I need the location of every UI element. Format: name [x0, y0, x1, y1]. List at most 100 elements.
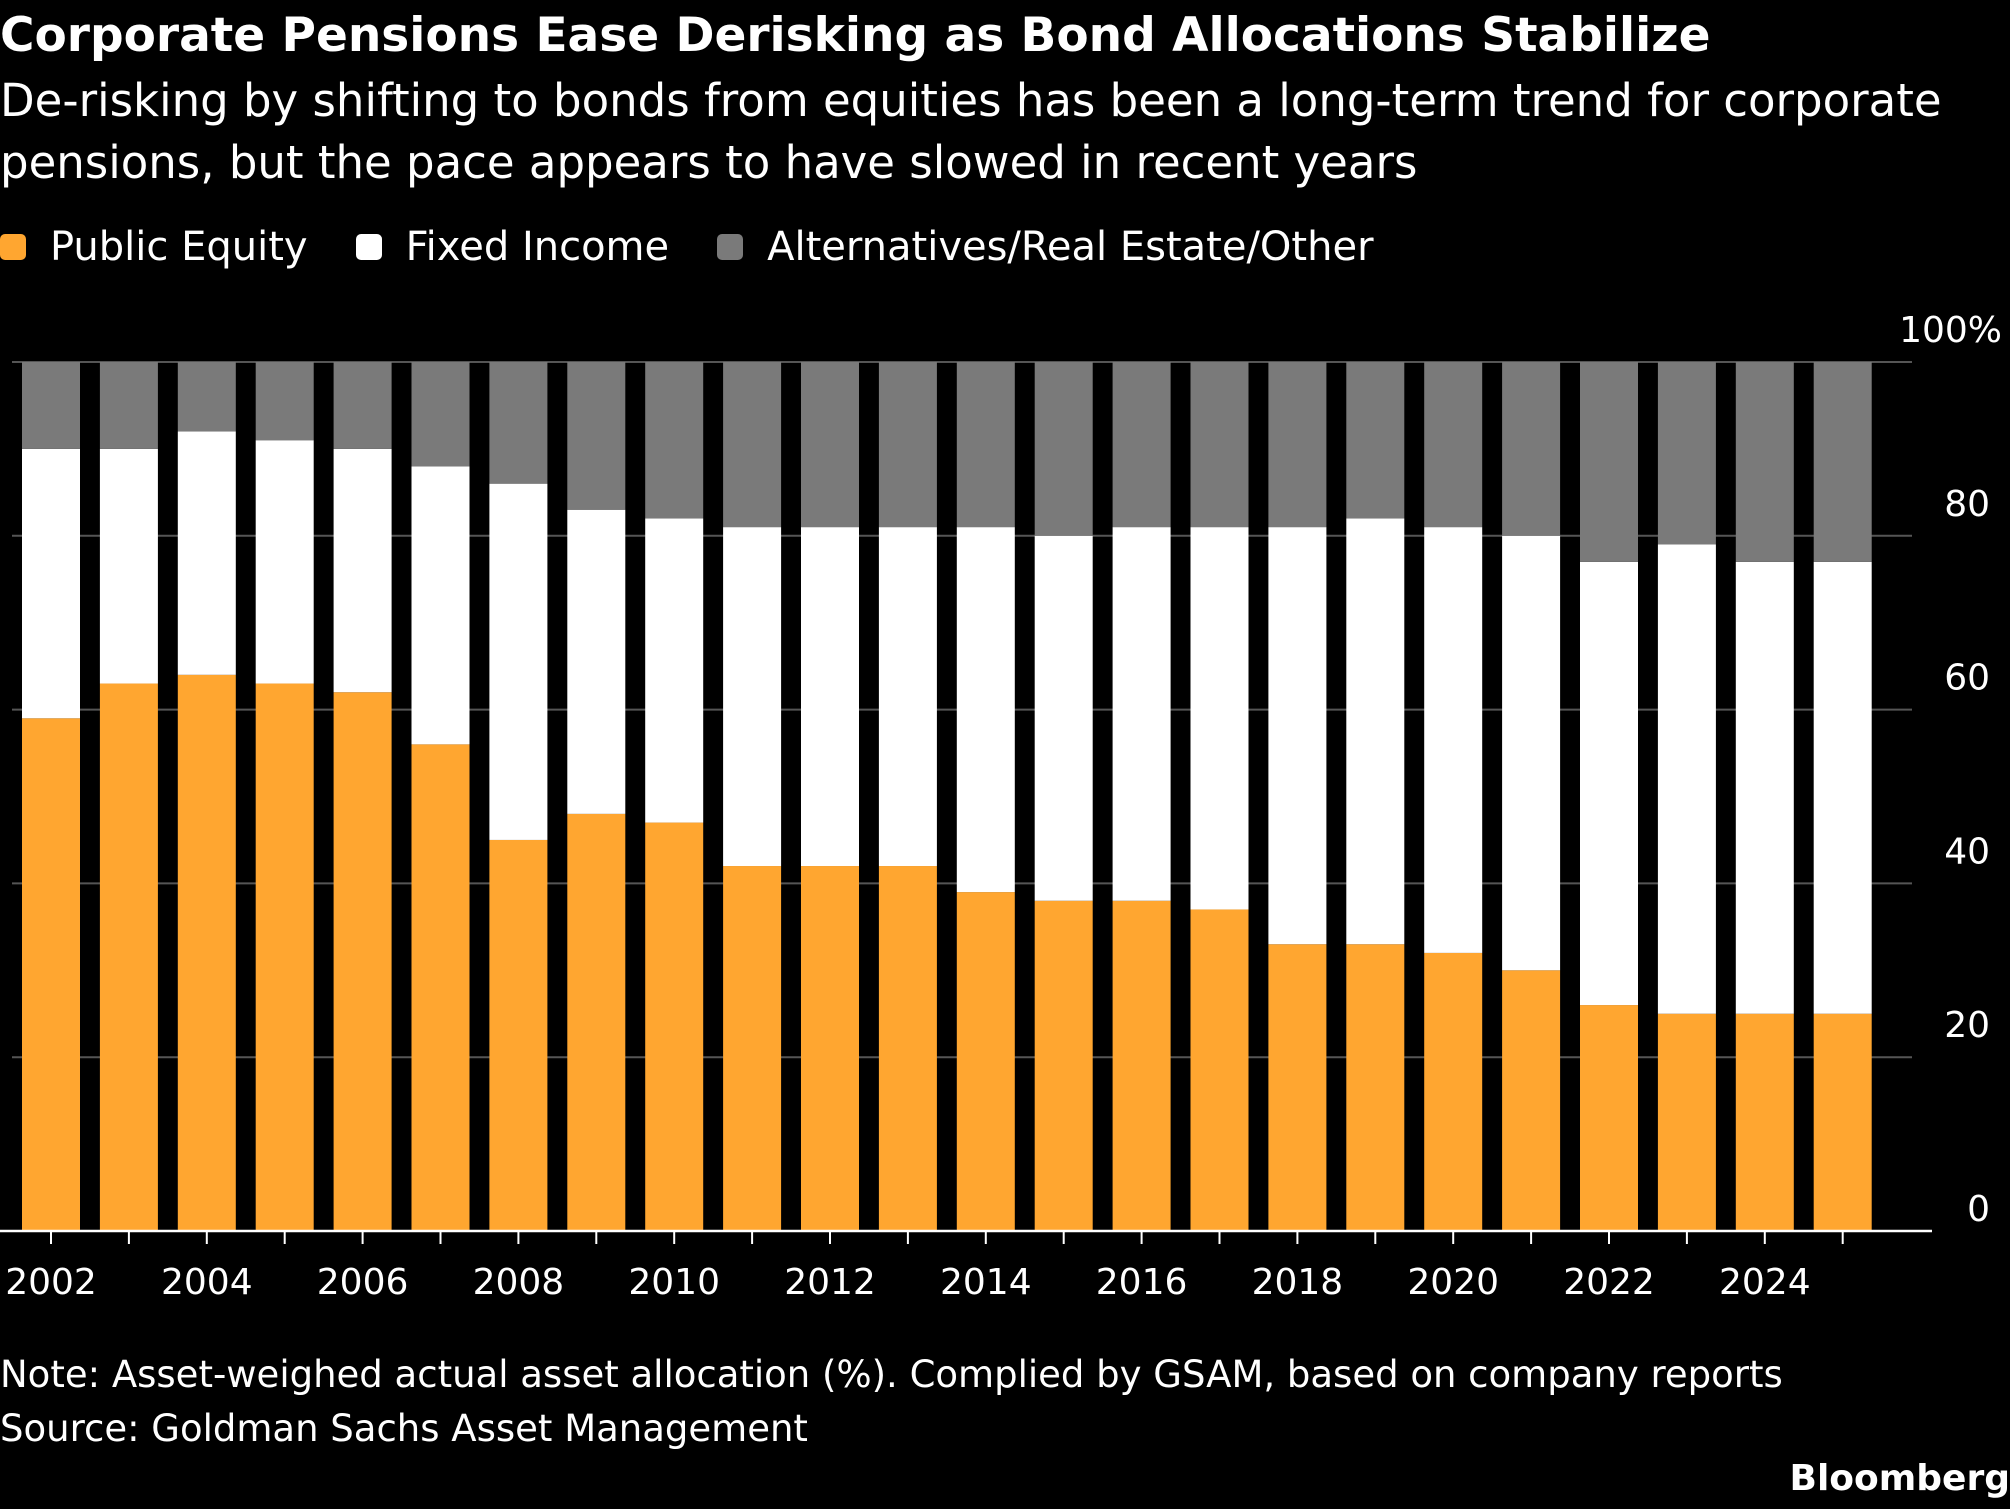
bar-segment-fixed-income: [723, 527, 782, 867]
bar-segment-public-equity: [333, 692, 392, 1231]
y-tick-label: 0: [1967, 1189, 1990, 1230]
bar-segment-public-equity: [645, 822, 704, 1231]
chart-source: Source: Goldman Sachs Asset Management: [0, 1407, 808, 1450]
bar-segment-public-equity: [801, 866, 859, 1231]
bar-segment-fixed-income: [645, 518, 704, 823]
bar-segment-fixed-income: [1268, 527, 1327, 945]
bar-segment-fixed-income: [878, 527, 937, 867]
bar-segment-alternatives-real-estate-other: [1268, 362, 1327, 528]
bar-segment-alternatives-real-estate-other: [1424, 362, 1483, 528]
legend-swatch-public-equity: [0, 234, 26, 260]
legend-item-public-equity: Public Equity: [0, 224, 308, 270]
bar-segment-public-equity: [1424, 952, 1483, 1231]
bar-segment-fixed-income: [1580, 561, 1638, 1006]
bar-segment-alternatives-real-estate-other: [723, 362, 782, 528]
bar-segment-public-equity: [956, 892, 1015, 1231]
bar-segment-public-equity: [1580, 1005, 1638, 1231]
y-tick-label: 40: [1944, 831, 1990, 872]
x-tick-label: 2016: [1096, 1262, 1188, 1303]
bar-segment-public-equity: [1813, 1013, 1872, 1231]
y-tick-label: 80: [1944, 484, 1990, 525]
y-tick-label: 100%: [1899, 310, 2002, 351]
bar-segment-fixed-income: [1657, 544, 1716, 1014]
bar-segment-public-equity: [878, 866, 937, 1231]
bar-segment-public-equity: [1268, 944, 1327, 1231]
bar-segment-fixed-income: [22, 448, 80, 719]
bar-segment-alternatives-real-estate-other: [956, 362, 1015, 528]
bar-segment-alternatives-real-estate-other: [1190, 362, 1249, 528]
bar-segment-fixed-income: [177, 431, 236, 675]
bar-segment-alternatives-real-estate-other: [255, 362, 314, 441]
bar-segment-fixed-income: [1502, 535, 1561, 971]
bar-segment-alternatives-real-estate-other: [1813, 362, 1872, 562]
bar-segment-alternatives-real-estate-other: [22, 362, 80, 449]
bar-segment-alternatives-real-estate-other: [411, 362, 470, 467]
bar-segment-alternatives-real-estate-other: [1735, 362, 1794, 562]
chart-title: Corporate Pensions Ease Derisking as Bon…: [0, 8, 1711, 63]
bar-segment-alternatives-real-estate-other: [1112, 362, 1171, 528]
bar-segment-public-equity: [1112, 900, 1171, 1231]
bar-segment-public-equity: [22, 718, 80, 1231]
bar-segment-public-equity: [1735, 1013, 1794, 1231]
bar-segment-fixed-income: [1346, 518, 1405, 945]
bar-segment-alternatives-real-estate-other: [1580, 362, 1638, 562]
bar-segment-public-equity: [1034, 900, 1093, 1231]
bar-segment-public-equity: [489, 839, 548, 1231]
bar-segment-fixed-income: [489, 483, 548, 840]
legend-swatch-fixed-income: [355, 234, 382, 260]
bar-segment-fixed-income: [1112, 527, 1171, 901]
bar-segment-fixed-income: [333, 448, 392, 693]
bar-segment-fixed-income: [956, 527, 1015, 893]
bar-segment-alternatives-real-estate-other: [1502, 362, 1561, 536]
x-tick-label: 2004: [161, 1262, 253, 1303]
bar-segment-alternatives-real-estate-other: [1034, 362, 1093, 536]
x-tick-label: 2020: [1407, 1262, 1499, 1303]
legend: Public Equity Fixed Income Alternatives/…: [0, 224, 1422, 270]
bar-segment-alternatives-real-estate-other: [1657, 362, 1716, 545]
y-tick-label: 60: [1944, 658, 1990, 699]
x-tick-label: 2006: [317, 1262, 409, 1303]
bar-segment-fixed-income: [99, 448, 158, 684]
bar-segment-public-equity: [99, 683, 158, 1231]
legend-swatch-alternatives: [717, 234, 744, 260]
bar-segment-public-equity: [1346, 944, 1405, 1231]
bar-segment-fixed-income: [567, 509, 626, 814]
legend-label-fixed-income: Fixed Income: [405, 224, 670, 270]
legend-item-alternatives: Alternatives/Real Estate/Other: [717, 224, 1374, 270]
chart-subtitle: De-risking by shifting to bonds from equ…: [0, 74, 1942, 189]
bar-segment-fixed-income: [1735, 561, 1794, 1014]
x-tick-label: 2014: [940, 1262, 1032, 1303]
bar-segment-public-equity: [723, 866, 782, 1231]
bar-segment-fixed-income: [1190, 527, 1249, 910]
bar-segment-alternatives-real-estate-other: [489, 362, 548, 484]
bar-segment-fixed-income: [255, 440, 314, 684]
bar-segment-alternatives-real-estate-other: [567, 362, 626, 510]
bar-segment-alternatives-real-estate-other: [333, 362, 392, 449]
x-tick-label: 2008: [473, 1262, 565, 1303]
bar-segment-alternatives-real-estate-other: [1346, 362, 1405, 519]
bar-segment-public-equity: [177, 674, 236, 1231]
bar-segment-fixed-income: [1813, 561, 1872, 1014]
bar-segment-fixed-income: [411, 466, 470, 745]
bar-segment-fixed-income: [801, 527, 859, 867]
bar-segment-fixed-income: [1034, 535, 1093, 901]
bar-segment-alternatives-real-estate-other: [801, 362, 859, 528]
stacked-bar-chart: 0 20 40 60 80 100% 2002 2004 2006 2008 2010 2012 201…: [0, 310, 2002, 1303]
bloomberg-logo: Bloomberg: [1789, 1458, 2010, 1499]
y-tick-label: 20: [1944, 1005, 1990, 1046]
x-tick-label: 2022: [1563, 1262, 1655, 1303]
bar-segment-public-equity: [1190, 909, 1249, 1231]
x-tick-label: 2024: [1719, 1262, 1811, 1303]
legend-item-fixed-income: Fixed Income: [355, 224, 670, 270]
bar-segment-alternatives-real-estate-other: [645, 362, 704, 519]
bar-segment-public-equity: [411, 744, 470, 1231]
bar-segment-public-equity: [1502, 970, 1561, 1231]
chart-note: Note: Asset-weighed actual asset allocat…: [0, 1353, 1783, 1396]
bar-segment-public-equity: [1657, 1013, 1716, 1231]
bar-segment-alternatives-real-estate-other: [177, 362, 236, 432]
bar-segment-alternatives-real-estate-other: [99, 362, 158, 449]
bar-segment-public-equity: [567, 813, 626, 1231]
bar-segment-public-equity: [255, 683, 314, 1231]
bar-segment-fixed-income: [1424, 527, 1483, 953]
legend-label-alternatives: Alternatives/Real Estate/Other: [767, 224, 1374, 270]
